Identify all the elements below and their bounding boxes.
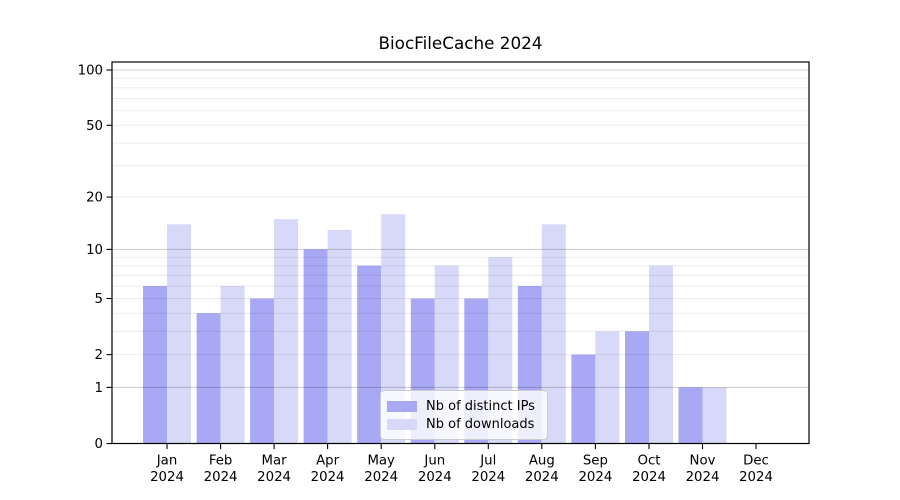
legend-label-distinct-ips: Nb of distinct IPs: [426, 398, 535, 414]
x-tick-label-month: Aug: [529, 454, 555, 469]
x-tick-label-month: Oct: [638, 454, 661, 469]
legend-swatch-downloads: [387, 418, 417, 430]
y-tick-label: 5: [95, 292, 103, 307]
x-tick-label-year: 2024: [311, 470, 345, 485]
chart-title: BiocFileCache 2024: [378, 33, 543, 53]
x-tick-label-month: Sep: [583, 454, 608, 469]
bar-nb-of-downloads-sep: [595, 331, 620, 444]
x-tick-label-month: May: [367, 454, 395, 469]
x-tick-label-month: Mar: [262, 454, 288, 469]
bar-nb-of-distinct-ips-nov: [678, 387, 703, 444]
bar-nb-of-distinct-ips-may: [357, 265, 382, 444]
bar-nb-of-downloads-mar: [274, 219, 299, 444]
bar-nb-of-distinct-ips-feb: [196, 313, 221, 444]
bar-nb-of-distinct-ips-mar: [250, 298, 275, 444]
bar-nb-of-downloads-jan: [167, 224, 191, 444]
bar-nb-of-downloads-apr: [327, 229, 352, 444]
x-tick-label-year: 2024: [204, 470, 238, 485]
y-tick-label: 100: [78, 64, 103, 79]
y-tick-label: 50: [86, 119, 103, 134]
x-tick-label-year: 2024: [632, 470, 666, 485]
x-tick-label-year: 2024: [578, 470, 612, 485]
legend-item-downloads: Nb of downloads: [387, 418, 547, 431]
bar-nb-of-downloads-feb: [220, 286, 245, 444]
x-tick-label-month: Jun: [423, 454, 445, 469]
x-tick-label-month: Jan: [156, 454, 178, 469]
x-tick-label-year: 2024: [150, 470, 184, 485]
x-tick-label-year: 2024: [739, 470, 773, 485]
legend-swatch-distinct-ips: [387, 400, 417, 412]
x-tick-label-year: 2024: [686, 470, 720, 485]
legend-label-downloads: Nb of downloads: [426, 416, 535, 432]
x-tick-label-year: 2024: [471, 470, 505, 485]
bar-nb-of-downloads-oct: [649, 265, 673, 444]
x-tick-label-year: 2024: [525, 470, 559, 485]
x-tick-label-year: 2024: [257, 470, 291, 485]
x-tick-label-month: Dec: [743, 454, 769, 469]
bar-nb-of-distinct-ips-apr: [303, 249, 328, 444]
x-tick-label-year: 2024: [418, 470, 452, 485]
y-tick-label: 2: [95, 348, 103, 363]
x-tick-label-month: Nov: [690, 454, 716, 469]
plot-border: [111, 61, 810, 445]
legend-item-distinct-ips: Nb of distinct IPs: [387, 400, 547, 413]
y-tick-label: 1: [95, 381, 103, 396]
y-tick-label: 10: [86, 243, 103, 258]
legend: Nb of distinct IPs Nb of downloads: [380, 390, 548, 440]
x-tick-label-month: Feb: [209, 454, 233, 469]
x-tick-label-month: Jul: [479, 454, 496, 469]
y-tick-label: 20: [86, 191, 103, 206]
bar-nb-of-distinct-ips-sep: [571, 354, 596, 444]
x-tick-label-year: 2024: [364, 470, 398, 485]
bar-nb-of-downloads-nov: [702, 387, 727, 444]
y-tick-label: 0: [95, 437, 103, 452]
bar-nb-of-distinct-ips-oct: [625, 331, 649, 444]
x-tick-label-month: Apr: [316, 454, 340, 469]
bar-nb-of-distinct-ips-jan: [143, 286, 167, 444]
